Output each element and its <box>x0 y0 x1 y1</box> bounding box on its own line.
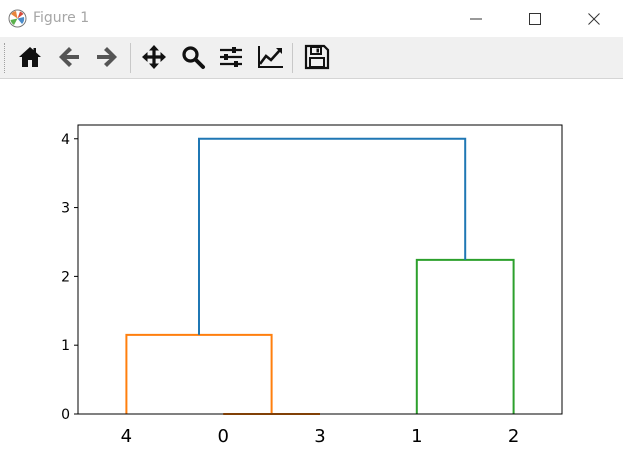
sliders-icon <box>220 47 242 67</box>
forward-button[interactable] <box>91 41 123 73</box>
y-tick-label-2: 2 <box>61 269 70 285</box>
back-button[interactable] <box>53 41 85 73</box>
pan-button[interactable] <box>138 41 170 73</box>
x-axis-ticks: 4 0 3 1 2 <box>121 426 520 447</box>
toolbar-grip <box>4 43 7 73</box>
y-tick-label-3: 3 <box>61 201 70 217</box>
dendrogram-links <box>125 137 515 415</box>
arrow-right-icon <box>97 47 117 67</box>
leaf-label-3: 1 <box>411 426 422 447</box>
arrow-left-icon <box>59 47 79 67</box>
floppy-disk-icon <box>304 44 330 70</box>
home-button[interactable] <box>14 41 46 73</box>
leaf-label-1: 0 <box>217 426 228 447</box>
leaf-label-0: 4 <box>121 426 132 447</box>
y-axis-ticks: 0 1 2 3 4 <box>61 132 78 423</box>
configure-subplots-button[interactable] <box>215 41 247 73</box>
dendrogram-link-1 <box>125 333 273 414</box>
navigation-toolbar <box>0 37 623 79</box>
axes-frame <box>77 124 563 415</box>
window-title: Figure 1 <box>33 10 90 26</box>
save-button[interactable] <box>301 41 333 73</box>
leaf-label-4: 2 <box>508 426 519 447</box>
close-button[interactable] <box>571 0 617 37</box>
window-titlebar: Figure 1 <box>0 0 623 37</box>
line-chart-icon <box>258 46 283 68</box>
figure-canvas[interactable]: 0 1 2 3 4 4 0 3 1 2 <box>0 79 623 455</box>
minimize-icon <box>470 18 482 20</box>
dendrogram-link-2 <box>415 258 515 414</box>
edit-axis-button[interactable] <box>253 41 285 73</box>
move-icon <box>142 45 166 69</box>
matplotlib-logo-icon <box>8 9 27 28</box>
dendrogram-link-3 <box>198 137 467 335</box>
maximize-button[interactable] <box>512 0 558 37</box>
y-tick-label-4: 4 <box>61 132 70 148</box>
toolbar-separator <box>130 43 131 73</box>
home-icon <box>19 47 41 67</box>
dendrogram-chart: 0 1 2 3 4 4 0 3 1 2 <box>61 124 563 447</box>
y-tick-label-0: 0 <box>61 407 70 423</box>
minimize-button[interactable] <box>453 0 499 37</box>
toolbar-separator <box>292 43 293 73</box>
magnifier-icon <box>182 46 205 69</box>
maximize-icon <box>529 13 541 25</box>
zoom-button[interactable] <box>177 41 209 73</box>
y-tick-label-1: 1 <box>61 338 70 354</box>
close-icon <box>588 13 600 25</box>
leaf-label-2: 3 <box>314 426 325 447</box>
